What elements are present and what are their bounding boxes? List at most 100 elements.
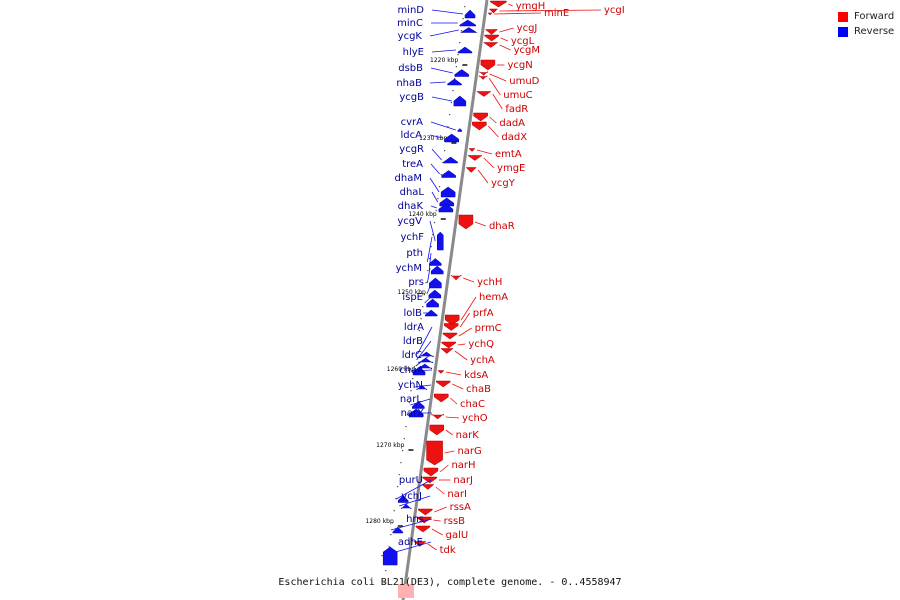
track-dot <box>402 450 404 452</box>
gene-hns <box>392 526 404 534</box>
gene-leader-line <box>474 221 487 227</box>
gene-lolB <box>424 309 438 317</box>
gene-leader-line <box>477 169 489 184</box>
gene-galU <box>415 525 431 533</box>
gene-label-cvrA: cvrA <box>401 117 424 128</box>
gene-ychO <box>431 413 444 420</box>
gene-leader-line <box>430 67 453 74</box>
gene-label-hlyE: hlyE <box>403 47 424 58</box>
gene-chaC <box>434 393 449 403</box>
gene-rssA <box>418 508 433 516</box>
gene-dhaM <box>440 186 456 198</box>
track-dot <box>442 162 444 164</box>
gene-leader-line <box>411 369 433 372</box>
gene-leader-line <box>426 236 433 263</box>
gene-narK <box>429 424 445 436</box>
gene-narG <box>426 440 443 466</box>
track-dot <box>437 198 439 200</box>
gene-ychJ <box>400 503 412 510</box>
gene-label-ldrA: ldrA <box>404 322 424 333</box>
gene-leader-line <box>430 205 438 209</box>
gene-minD <box>464 9 476 19</box>
gene-label-hns: hns <box>406 514 424 525</box>
gene-label-ycgR: ycgR <box>399 144 424 155</box>
gene-leader-line <box>429 81 446 84</box>
gene-label-adhE: adhE <box>398 537 423 548</box>
gene-ldrB <box>418 357 433 364</box>
gene-label-narK: narK <box>456 430 480 441</box>
gene-label-emtA: emtA <box>495 149 522 160</box>
gene-label-prfA: prfA <box>473 308 494 319</box>
gene-narI <box>421 484 435 490</box>
gene-label-pth: pth <box>406 248 423 259</box>
track-dot <box>417 342 419 344</box>
gene-dhaR <box>458 214 474 230</box>
gene-pth <box>430 265 444 275</box>
gene-leader-line <box>417 326 433 355</box>
track-dot <box>410 390 412 392</box>
gene-offscreen <box>398 584 414 598</box>
gene-label-galU: galU <box>446 530 469 541</box>
gene-label-lolB: lolB <box>403 308 422 319</box>
gene-ycgN <box>480 59 496 71</box>
gene-label-dadX: dadX <box>501 132 527 143</box>
gene-label-ychJ: ychJ <box>401 491 422 502</box>
gene-leader-line <box>430 163 440 175</box>
gene-leader-line <box>410 398 431 406</box>
gene-label-prs: prs <box>408 277 424 288</box>
gene-kdsA <box>437 370 445 374</box>
gene-dadX <box>472 121 487 131</box>
gene-umuC <box>478 74 488 80</box>
gene-treA <box>441 170 456 178</box>
tick-label: 1230 kbp <box>419 135 447 142</box>
track-dot <box>432 234 434 236</box>
gene-leader-line <box>445 371 462 376</box>
genome-caption: Escherichia coli BL21(DE3), complete gen… <box>278 577 622 588</box>
gene-label-prmC: prmC <box>475 323 502 334</box>
gene-label-dhaR: dhaR <box>489 221 515 232</box>
gene-umuD <box>479 70 488 76</box>
gene-label-chaB: chaB <box>466 384 491 395</box>
legend-swatch-forward <box>838 11 848 22</box>
gene-leader-line <box>499 44 511 51</box>
gene-fadR <box>476 91 492 97</box>
gene-prmC <box>442 332 458 340</box>
gene-label-ycgB: ycgB <box>399 92 424 103</box>
gene-label-ychM: ychM <box>396 263 422 274</box>
gene-leader-line <box>499 27 514 33</box>
gene-leader-line <box>431 96 452 102</box>
gene-label-ycgI: ycgI <box>604 5 625 16</box>
gene-chaB <box>435 380 451 388</box>
gene-leader-line <box>431 49 457 53</box>
gene-purU <box>397 495 409 503</box>
gene-prfA <box>443 323 459 331</box>
gene-leader-line <box>431 191 439 203</box>
gene-leader-line <box>460 296 477 321</box>
track-dot <box>438 186 441 188</box>
track-dot <box>435 210 437 212</box>
gene-leader-line <box>429 177 440 193</box>
gene-ycgY <box>465 167 477 173</box>
track-dot <box>383 582 385 584</box>
gene-label-ldcA: ldcA <box>401 130 423 141</box>
gene-ychQ <box>441 341 456 349</box>
track-dot <box>423 294 426 296</box>
gene-leader-line <box>426 281 433 295</box>
gene-ycgM <box>482 42 499 48</box>
track-dot <box>454 78 456 80</box>
gene-label-narI: narI <box>447 489 467 500</box>
gene-narJ <box>422 476 438 484</box>
gene-leader-line <box>431 528 443 536</box>
gene-label-fadR: fadR <box>505 104 528 115</box>
gene-leader-line <box>500 37 508 42</box>
gene-leader-line <box>429 134 443 139</box>
gene-label-ymgE: ymgE <box>497 163 525 174</box>
gene-hemA <box>444 314 460 326</box>
track-dot <box>390 534 392 536</box>
track-dot <box>430 246 432 248</box>
gene-label-chaC: chaC <box>460 399 485 410</box>
gene-ychF <box>429 258 442 266</box>
track-dot <box>459 42 461 44</box>
gene-ycgB <box>453 95 467 107</box>
